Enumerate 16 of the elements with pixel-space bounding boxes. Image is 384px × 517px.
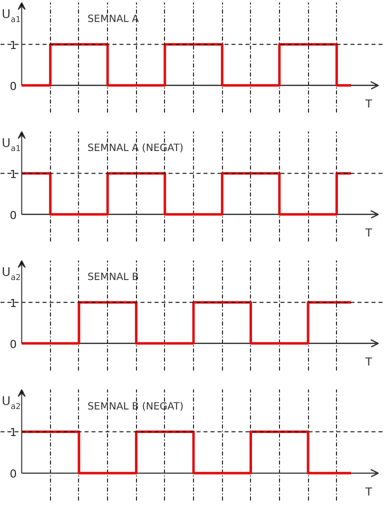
y-tick-label: 0 xyxy=(10,208,17,222)
y-tick-label: 1 xyxy=(10,168,17,181)
y-tick-label: 0 xyxy=(10,80,17,93)
y-tick-label: 0 xyxy=(10,338,17,351)
x-axis-title: T xyxy=(364,97,372,110)
y-tick-label: 1 xyxy=(10,38,17,52)
text: SEMNAL A (NEGAT) xyxy=(88,143,184,154)
text: SEMNAL B xyxy=(88,272,139,284)
x-axis-title: T xyxy=(364,355,372,368)
y-tick-label: 1 xyxy=(10,426,17,440)
y-tick-label: 1 xyxy=(10,296,17,310)
x-axis-title: T xyxy=(364,485,372,498)
x-axis-title: T xyxy=(364,226,372,240)
y-tick-label: 0 xyxy=(10,468,17,481)
text: SEMNAL A xyxy=(88,14,139,26)
text: SEMNAL B (NEGAT) xyxy=(88,401,184,412)
